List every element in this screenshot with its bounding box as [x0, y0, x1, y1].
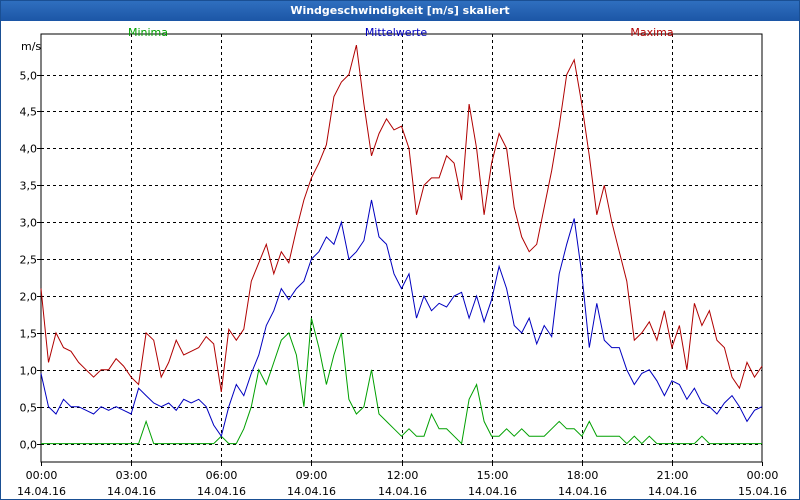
chart-grid: [41, 34, 762, 462]
y-tick-label: 4,0: [20, 143, 38, 156]
y-tick-label: 0,5: [20, 402, 38, 415]
series-line-minima: [41, 317, 762, 445]
x-tick-date-label: 14.04.16: [468, 485, 517, 498]
x-tick-date-label: 14.04.16: [17, 485, 66, 498]
x-tick-date-label: 14.04.16: [287, 485, 336, 498]
x-tick-time-label: 12:00: [387, 469, 419, 482]
x-tick-date-label: 14.04.16: [378, 485, 427, 498]
x-tick-time-label: 03:00: [116, 469, 148, 482]
legend: Minima Mittelwerte Maxima: [128, 26, 674, 39]
x-axis: 00:00 14.04.16 03:00 14.04.16 06:00 14.04.16 0…: [17, 462, 787, 498]
y-tick-label: 3,0: [20, 217, 38, 230]
plot-frame: [40, 33, 763, 463]
y-tick-label: 3,5: [20, 180, 38, 193]
y-tick-label: 1,5: [20, 328, 38, 341]
y-tick-label: 5,0: [20, 70, 38, 83]
x-tick-time-label: 00:00: [26, 469, 58, 482]
y-tick-label: 4,5: [20, 106, 38, 119]
x-tick-time-label: 15:00: [477, 469, 509, 482]
x-tick-date-label: 14.04.16: [197, 485, 246, 498]
y-tick-label: 2,0: [20, 291, 38, 304]
x-tick-date-label: 14.04.16: [558, 485, 607, 498]
series-line-mittelwerte: [40, 199, 763, 438]
legend-entry-maxima: Maxima: [630, 26, 673, 39]
x-tick-date-label: 14.04.16: [107, 485, 156, 498]
y-tick-label: 2,5: [20, 254, 38, 267]
x-tick-time-label: 21:00: [657, 469, 689, 482]
y-axis: 0,0 0,5 1,0 1,5 2,0 2,5 3,0 3,5 4,0 4,5 5,0: [20, 70, 41, 452]
x-tick-date-label: 14.04.16: [648, 485, 697, 498]
window-title: Windgeschwindigkeit [m/s] skaliert: [1, 1, 799, 21]
x-tick-time-label: 06:00: [206, 469, 238, 482]
x-tick-time-label: 00:00: [747, 469, 779, 482]
x-tick-time-label: 18:00: [567, 469, 599, 482]
x-tick-time-label: 09:00: [296, 469, 328, 482]
series-lines: [40, 44, 763, 445]
legend-entry-minima: Minima: [128, 26, 168, 39]
legend-entry-mittelwerte: Mittelwerte: [365, 26, 428, 39]
y-tick-label: 0,0: [20, 439, 38, 452]
x-tick-date-label: 15.04.16: [738, 485, 787, 498]
y-tick-label: 1,0: [20, 365, 38, 378]
y-axis-label: m/s: [21, 40, 41, 53]
series-line-maxima: [40, 44, 763, 392]
